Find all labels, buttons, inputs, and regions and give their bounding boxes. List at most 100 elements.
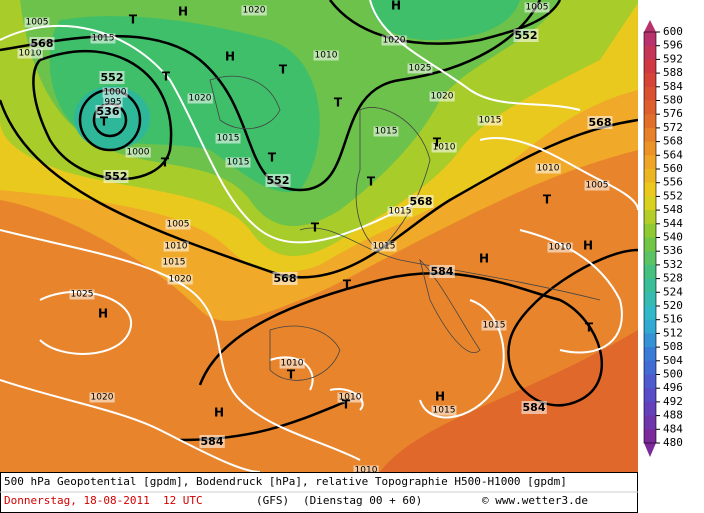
isobar-label: 1010 (19, 49, 42, 59)
isobar-label-box (102, 87, 128, 98)
colorbar-band (644, 169, 656, 184)
colorbar-band (644, 237, 656, 252)
height-label-box (521, 401, 547, 414)
warm-area (380, 330, 638, 472)
colorbar-label: 600 (663, 25, 683, 38)
isobar-label: 1010 (339, 393, 362, 403)
height-label-box (199, 435, 225, 448)
isobar-label: 1015 (375, 127, 398, 137)
colorbar-band (644, 388, 656, 403)
height-label-box (29, 37, 55, 50)
isobar-label: 1005 (167, 220, 190, 230)
footer-caption: 500 hPa Geopotential [gpdm], Bodendruck … (4, 475, 567, 488)
colorbar-band (644, 45, 656, 60)
height-label-box (513, 29, 539, 42)
isobar-label-box (241, 5, 267, 16)
isobar-label: 1015 (92, 34, 115, 44)
isobar-label-box (337, 392, 363, 403)
colorbar-band (644, 210, 656, 225)
isobar-label: 1010 (165, 242, 188, 252)
height-label: 552 (267, 174, 290, 187)
colorbar-band (644, 264, 656, 280)
height-label-box (272, 272, 298, 285)
colorbar-arrow-bottom (644, 443, 656, 457)
pressure-center: H (178, 5, 188, 19)
isobar-label-box (431, 405, 457, 416)
pressure-center: T (279, 63, 288, 77)
pressure-center: T (100, 115, 109, 129)
colorbar-label: 556 (663, 176, 683, 189)
isobar-label-box (535, 163, 561, 174)
isobar-label-box (161, 257, 187, 268)
height-label: 584 (201, 435, 224, 448)
isobar-label: 1015 (227, 158, 250, 168)
colorbar-band (644, 127, 656, 143)
isobar-label-box (547, 242, 573, 253)
isobar-label-box (90, 33, 116, 44)
colorbar-band (644, 141, 656, 156)
colorbar-band (644, 251, 656, 266)
colorbar: 6005965925885845805765725685645605565525… (643, 20, 683, 457)
isobar-label: 1020 (91, 393, 114, 403)
colorbar-label: 528 (663, 272, 683, 285)
isobar-label-box (431, 142, 457, 153)
colorbar-label: 544 (663, 217, 683, 230)
isobar-label: 1010 (281, 359, 304, 369)
isobar-label-box (215, 133, 241, 144)
height-label-box (587, 116, 613, 129)
isobar-label: 1005 (586, 181, 609, 191)
colorbar-label: 492 (663, 395, 683, 408)
height-label-box (95, 105, 121, 118)
colorbar-label: 520 (663, 299, 683, 312)
pressure-center: H (225, 50, 235, 64)
pressure-center: T (287, 368, 296, 382)
colorbar-band (644, 429, 656, 444)
isobar-label-box (387, 206, 413, 217)
isobar-label-box (24, 17, 50, 28)
isobar-label: 1020 (169, 275, 192, 285)
footer-run: (Dienstag 00 + 60) (303, 494, 422, 507)
colorbar-frame (643, 31, 657, 444)
isobar-label: 1025 (71, 290, 94, 300)
isobar-label-box (279, 358, 305, 369)
colorbar-label: 572 (663, 121, 683, 134)
pressure-center: H (98, 307, 108, 321)
colorbar-label: 496 (663, 381, 683, 394)
isobar-label-box (477, 115, 503, 126)
isobar-label-box (187, 93, 213, 104)
isobar-label-box (103, 97, 123, 108)
colorbar-band (644, 278, 656, 293)
pressure-center: H (479, 252, 489, 266)
pressure-center: T (342, 398, 351, 412)
isobar-label-box (373, 126, 399, 137)
isobar-label: 1020 (383, 36, 406, 46)
colorbar-label: 560 (663, 162, 683, 175)
colorbar-band (644, 360, 656, 375)
colorbar-label: 512 (663, 326, 683, 339)
isobar-label: 1010 (315, 51, 338, 61)
colorbar-band (644, 347, 656, 362)
colorbar-band (644, 319, 656, 334)
footer-model: (GFS) (256, 494, 289, 507)
pressure-center: T (585, 321, 594, 335)
colorbar-label: 484 (663, 422, 683, 435)
height-label: 536 (97, 105, 120, 118)
isobar-label-box (225, 157, 251, 168)
colorbar-label: 536 (663, 244, 683, 257)
height-label-box (103, 170, 129, 183)
pressure-center: T (343, 278, 352, 292)
pressure-center: T (161, 156, 170, 170)
colorbar-label: 564 (663, 148, 683, 161)
colorbar-arrow-top (644, 20, 656, 32)
isobar-label: 1015 (433, 406, 456, 416)
colorbar-band (644, 306, 656, 321)
isobar-label: 1015 (217, 134, 240, 144)
pressure-center: H (583, 239, 593, 253)
isobar-label-box (165, 219, 191, 230)
isobar-label: 1010 (549, 243, 572, 253)
height-label: 568 (589, 116, 612, 129)
colorbar-label: 568 (663, 135, 683, 148)
isobar-label-box (584, 180, 610, 191)
